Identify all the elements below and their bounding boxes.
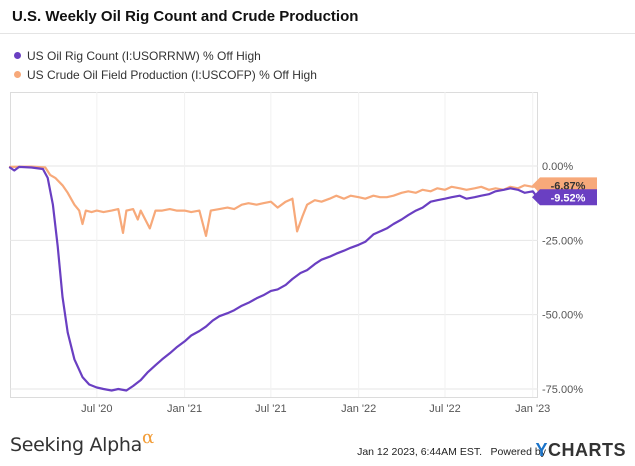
legend-label-rig-count: US Oil Rig Count (I:USORRNW) % Off High [27,48,261,63]
y-tick-label: 0.00% [542,161,573,173]
value-tag-rig-count [532,189,597,206]
series-line-crude-production [8,165,537,237]
legend: US Oil Rig Count (I:USORRNW) % Off High … [14,46,317,84]
seeking-alpha-logo: Seeking Alphaα [10,427,154,456]
y-tick-label: -25.00% [542,235,583,247]
powered-by-text: Powered by [490,446,546,458]
chart-title: U.S. Weekly Oil Rig Count and Crude Prod… [12,8,359,25]
legend-dot-crude-production [14,71,21,78]
x-tick-label: Jul '22 [429,403,460,415]
legend-label-crude-production: US Crude Oil Field Production (I:USCOFP)… [27,67,317,82]
series-line-rig-count [8,165,537,392]
line-chart: 0.00% -25.00% -50.00% -75.00% Jul '20 Jan '21… [8,92,597,415]
x-tick-label: Jul '21 [255,403,286,415]
legend-item-rig-count[interactable]: US Oil Rig Count (I:USORRNW) % Off High [14,46,317,65]
x-tick-label: Jan '22 [341,403,376,415]
title-divider [0,33,635,34]
x-tick-label: Jan '23 [515,403,550,415]
legend-dot-rig-count [14,52,21,59]
x-tick-label: Jul '20 [81,403,112,415]
y-tick-label: -50.00% [542,310,583,322]
legend-item-crude-production[interactable]: US Crude Oil Field Production (I:USCOFP)… [14,65,317,84]
x-tick-label: Jan '21 [167,403,202,415]
y-tick-label: -75.00% [542,384,583,396]
plot-area-frame [10,92,538,398]
ycharts-logo[interactable]: YCHARTS [535,440,626,460]
timestamp: Jan 12 2023, 6:44AM EST. [357,446,482,458]
value-label-rig-count: -9.52% [551,192,586,204]
footer: Seeking Alphaα Jan 12 2023, 6:44AM EST. … [0,427,635,466]
